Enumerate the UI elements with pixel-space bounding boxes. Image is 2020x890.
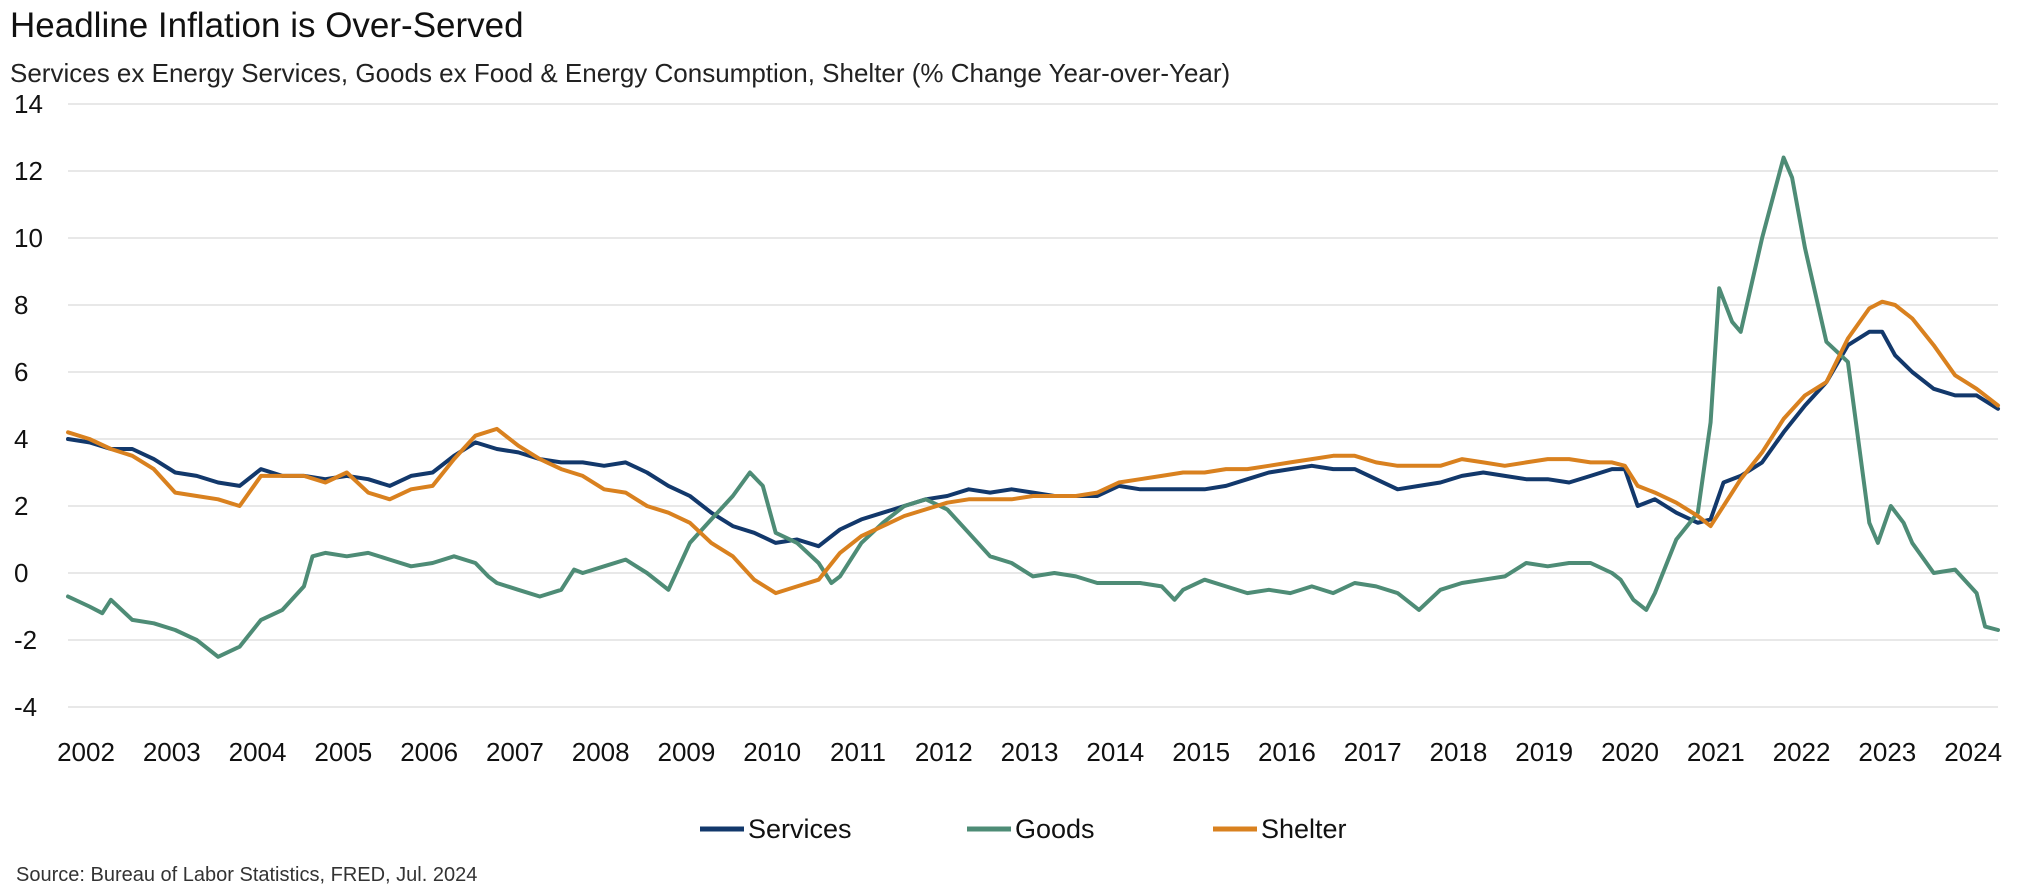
y-tick-label: -2 [14,625,37,655]
x-tick-label: 2022 [1773,737,1831,767]
x-tick-label: 2020 [1601,737,1659,767]
x-tick-label: 2010 [743,737,801,767]
y-tick-label: 10 [14,223,43,253]
series-line-shelter [66,299,2000,596]
x-tick-label: 2018 [1430,737,1488,767]
x-tick-label: 2017 [1344,737,1402,767]
x-tick-label: 2004 [229,737,287,767]
legend-label-goods: Goods [1015,814,1095,844]
x-tick-label: 2007 [486,737,544,767]
x-tick-label: 2014 [1086,737,1144,767]
x-tick-label: 2013 [1001,737,1059,767]
x-tick-label: 2012 [915,737,973,767]
x-tick-label: 2003 [143,737,201,767]
legend-label-shelter: Shelter [1261,814,1347,844]
y-tick-label: 0 [14,558,28,588]
y-tick-label: 14 [14,89,43,119]
x-tick-label: 2008 [572,737,630,767]
legend: Services Goods Shelter [700,814,1347,844]
x-tick-label: 2024 [1944,737,2002,767]
x-tick-label: 2015 [1172,737,1230,767]
series-line-goods [66,155,2000,659]
series-lines [66,155,2000,659]
x-tick-label: 2009 [658,737,716,767]
x-tick-label: 2023 [1858,737,1916,767]
x-tick-label: 2002 [57,737,115,767]
x-tick-label: 2019 [1515,737,1573,767]
source-note: Source: Bureau of Labor Statistics, FRED… [16,864,478,886]
chart-subtitle: Services ex Energy Services, Goods ex Fo… [10,58,1231,88]
y-tick-label: -4 [14,692,37,722]
y-tick-label: 6 [14,357,28,387]
x-axis: 2002 2003 2004 2005 2006 2007 2008 2009 2010 2011… [57,737,2002,767]
y-tick-label: 12 [14,156,43,186]
x-tick-label: 2021 [1687,737,1745,767]
y-tick-label: 2 [14,491,28,521]
x-tick-label: 2016 [1258,737,1316,767]
x-tick-label: 2006 [400,737,458,767]
x-tick-label: 2011 [830,737,886,767]
chart-title: Headline Inflation is Over-Served [10,6,524,45]
y-tick-label: 8 [14,290,28,320]
x-tick-label: 2005 [314,737,372,767]
y-axis: -4 -2 0 2 4 6 8 10 12 14 [14,89,43,722]
gridlines [68,103,1998,708]
y-tick-label: 4 [14,424,28,454]
legend-label-services: Services [748,814,852,844]
